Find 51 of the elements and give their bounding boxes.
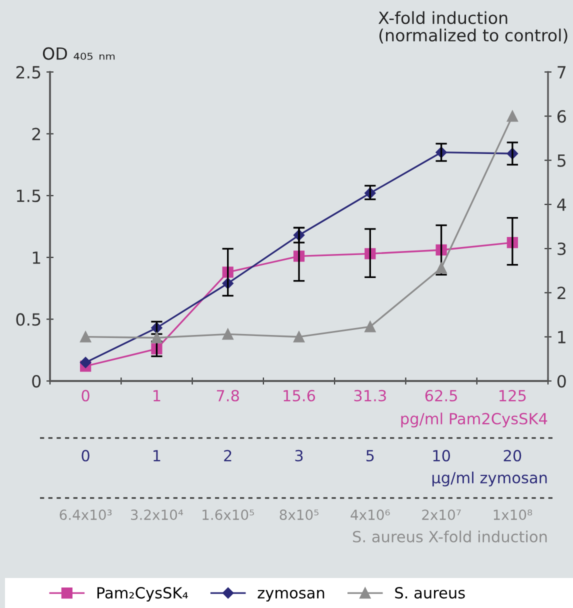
- text: 1.6x10⁵: [202, 510, 254, 520]
- text: 0: [82, 450, 90, 462]
- x-tick-label: 62.5: [425, 390, 457, 402]
- text: 1x10⁸: [494, 510, 532, 520]
- point: [222, 328, 234, 340]
- text: 4x10⁶: [350, 510, 390, 520]
- y-tick-label: 0.5: [16, 313, 40, 326]
- y-tick-label: 0: [32, 374, 41, 388]
- point: [364, 321, 376, 332]
- x-tick-label: 0: [82, 390, 90, 402]
- y2-tick-label: 6: [557, 110, 566, 123]
- text: µg/ml zymosan: [432, 472, 547, 486]
- text: 10: [433, 450, 450, 462]
- y-tick-label: 1.5: [16, 190, 40, 202]
- y2-tick-label: 7: [558, 66, 566, 78]
- point: [506, 110, 518, 122]
- text: 20: [504, 450, 522, 462]
- x-tick-label: 1: [154, 390, 160, 402]
- y2-tick-label: 5: [558, 154, 566, 167]
- y2-tick-label: 0: [557, 374, 566, 388]
- text: 3.2x10⁴: [131, 510, 184, 520]
- point: [293, 331, 305, 342]
- x-axis-title: pg/ml Pam2CysSK4: [401, 412, 548, 428]
- y2-tick-label: 3: [558, 242, 566, 256]
- x-tick-label: 15.6: [284, 390, 316, 402]
- x-tick-label: 31.3: [354, 390, 386, 402]
- y2-axis-title: X-fold induction (normalized to control): [378, 11, 568, 44]
- text: 2x10⁷: [422, 510, 461, 520]
- text: 5: [366, 450, 374, 462]
- y2-tick-label: 1: [558, 331, 566, 344]
- y2-tick-label: 2: [558, 286, 566, 300]
- text: 2: [224, 450, 232, 462]
- point: [80, 356, 92, 368]
- x-tick-label: 7.8: [216, 390, 239, 402]
- point: [436, 262, 447, 274]
- legend-label: zymosan: [258, 590, 324, 602]
- x-tick-label: 125: [500, 390, 526, 402]
- legend-label: S. aureus: [395, 587, 465, 599]
- text: 6.4x10³: [60, 510, 112, 520]
- text: 3: [295, 450, 303, 462]
- y2-tick-label: 4: [557, 198, 566, 211]
- point: [80, 331, 92, 342]
- y-tick-label: 2: [32, 128, 40, 140]
- y-tick-label: 1: [32, 252, 40, 264]
- text: 8x10⁵: [280, 510, 318, 520]
- text: S. aureus X-fold induction: [353, 530, 547, 542]
- text: 1: [154, 450, 160, 462]
- y-axis-title: OD ₄₀₅ ₙₘ: [42, 47, 115, 60]
- legend-label: Pam₂CysSK₄: [97, 587, 188, 602]
- y-tick-label: 2.5: [16, 66, 40, 79]
- point: [151, 332, 162, 344]
